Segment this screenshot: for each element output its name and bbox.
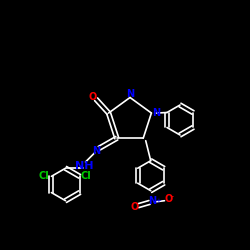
Text: N: N bbox=[152, 108, 160, 118]
Text: -: - bbox=[170, 192, 173, 202]
Text: O: O bbox=[88, 92, 96, 102]
Text: Cl: Cl bbox=[80, 171, 91, 181]
Text: N: N bbox=[92, 146, 100, 156]
Text: O: O bbox=[130, 202, 138, 212]
Text: +: + bbox=[155, 198, 161, 204]
Text: NH: NH bbox=[75, 161, 94, 171]
Text: N: N bbox=[148, 196, 156, 206]
Text: Cl: Cl bbox=[38, 171, 49, 181]
Text: N: N bbox=[126, 89, 134, 99]
Text: O: O bbox=[164, 194, 172, 204]
